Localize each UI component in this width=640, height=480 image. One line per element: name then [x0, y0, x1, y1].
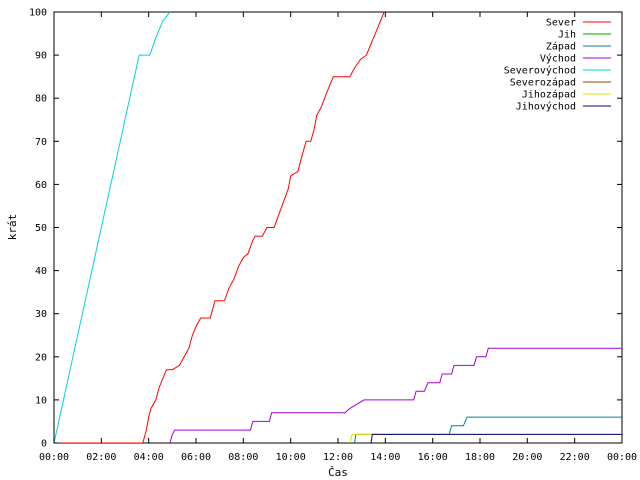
y-tick-label: 90	[35, 51, 47, 62]
x-tick-label: 02:00	[86, 452, 116, 463]
legend-label: Severovýchod	[504, 65, 576, 77]
x-tick-label: 06:00	[181, 452, 211, 463]
legend-label: Jih	[558, 30, 576, 41]
y-tick-label: 20	[35, 352, 47, 363]
series-layer	[54, 12, 622, 443]
x-tick-label: 10:00	[276, 452, 306, 463]
x-tick-label: 16:00	[418, 452, 448, 463]
y-tick-label: 30	[35, 309, 47, 320]
y-axis-title: krát	[6, 214, 19, 241]
legend-label: Západ	[546, 41, 576, 53]
x-tick-label: 22:00	[560, 452, 590, 463]
x-tick-label: 00:00	[39, 452, 69, 463]
legend-label: Sever	[546, 18, 576, 29]
series-line-0	[54, 12, 385, 443]
x-tick-label: 12:00	[323, 452, 353, 463]
series-line-6	[349, 433, 622, 443]
legend-label: Východ	[540, 53, 576, 65]
y-tick-label: 70	[35, 137, 47, 148]
legend-label: Jihovýchod	[516, 101, 576, 113]
y-tick-label: 40	[35, 266, 47, 277]
x-tick-label: 04:00	[134, 452, 164, 463]
x-tick-label: 14:00	[370, 452, 400, 463]
y-tick-label: 100	[29, 8, 47, 19]
y-tick-label: 0	[41, 439, 47, 450]
legend-label: Jihozápad	[522, 89, 576, 101]
y-tick-label: 10	[35, 395, 47, 406]
legend-label: Severozápad	[510, 77, 576, 89]
series-line-7	[370, 433, 622, 443]
x-tick-label: 00:00	[607, 452, 637, 463]
y-tick-label: 80	[35, 94, 47, 105]
legend: SeverJihZápadVýchodSeverovýchodSeverozáp…	[504, 18, 611, 113]
y-tick-label: 50	[35, 223, 47, 234]
y-tick-label: 60	[35, 180, 47, 191]
series-line-4	[54, 12, 171, 443]
x-tick-label: 18:00	[465, 452, 495, 463]
x-tick-label: 20:00	[512, 452, 542, 463]
series-line-3	[169, 347, 622, 443]
x-axis-title: Čas	[328, 466, 348, 479]
x-tick-label: 08:00	[228, 452, 258, 463]
ticks-layer: 00:00 02:00 04:00 06:00 08:00 10:00 12:00 14:00…	[29, 8, 637, 464]
series-line-2	[354, 416, 622, 443]
